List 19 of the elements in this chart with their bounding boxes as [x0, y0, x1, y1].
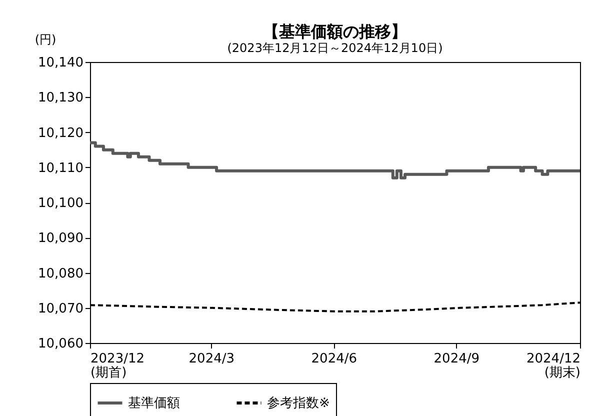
y-tick-label: 10,100 — [38, 196, 84, 211]
legend-label: 基準価額 — [128, 396, 180, 411]
x-tick-label: 2024/6 — [311, 352, 358, 366]
y-tick-label: 10,080 — [38, 266, 84, 282]
x-tick-label: 2024/12 (期末) — [526, 352, 580, 380]
y-tick-label: 10,120 — [38, 126, 84, 141]
legend-label: 参考指数※ — [267, 396, 330, 411]
y-tick-label: 10,140 — [38, 56, 84, 70]
y-tick-label: 10,130 — [38, 90, 84, 106]
x-tick-label: 2024/9 — [434, 352, 480, 366]
y-axis-title: (円) — [34, 32, 56, 46]
x-tick-label: 2023/12 (期首) — [90, 352, 145, 380]
chart-title: 【基準価額の推移】 — [263, 22, 407, 41]
y-tick-label: 10,070 — [38, 301, 84, 316]
chart-subtitle: (2023年12月12日～2024年12月10日) — [227, 41, 443, 55]
x-tick-label: 2024/3 — [188, 352, 235, 366]
y-tick-label: 10,110 — [38, 160, 84, 176]
y-tick-label: 10,060 — [38, 336, 84, 352]
y-tick-label: 10,090 — [38, 231, 84, 246]
